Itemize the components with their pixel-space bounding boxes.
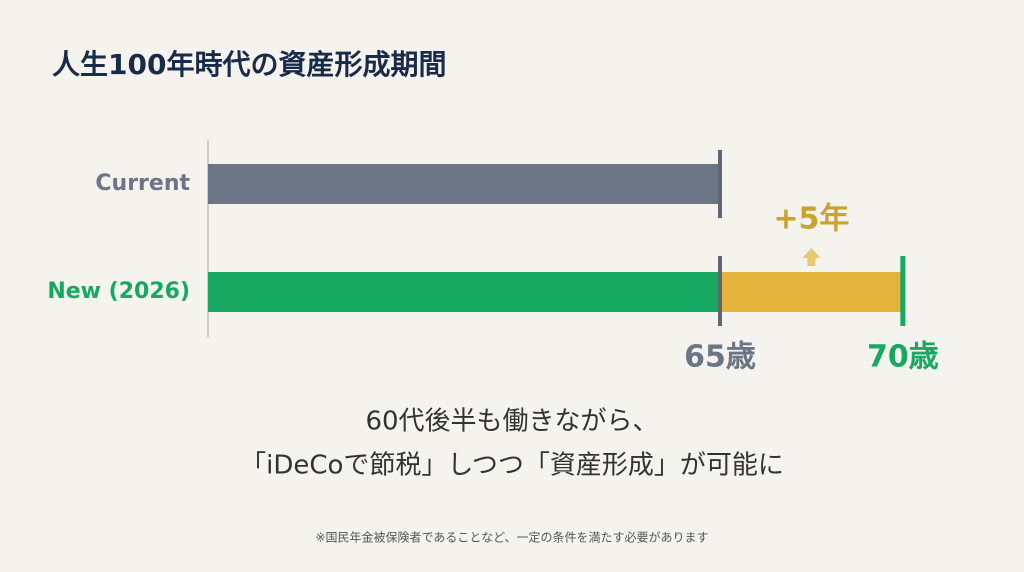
category-label: New (2026) (47, 279, 190, 304)
category-label: Current (95, 171, 190, 196)
bar (208, 272, 720, 312)
x-tick-label: 70歳 (867, 340, 939, 375)
bar (720, 272, 903, 312)
arrow (802, 248, 821, 266)
footnote: ※国民年金被保険者であることなど、一定の条件を満たす必要があります (316, 530, 709, 545)
caption-line: 「iDeCoで節税」しつつ「資産形成」が可能に (240, 451, 784, 481)
x-tick-label: 65歳 (684, 340, 756, 375)
annotation: +5年 (773, 202, 849, 237)
chart-title: 人生100年時代の資産形成期間 (52, 48, 446, 81)
caption-line: 60代後半も働きながら、 (365, 407, 658, 437)
bar (208, 164, 720, 204)
